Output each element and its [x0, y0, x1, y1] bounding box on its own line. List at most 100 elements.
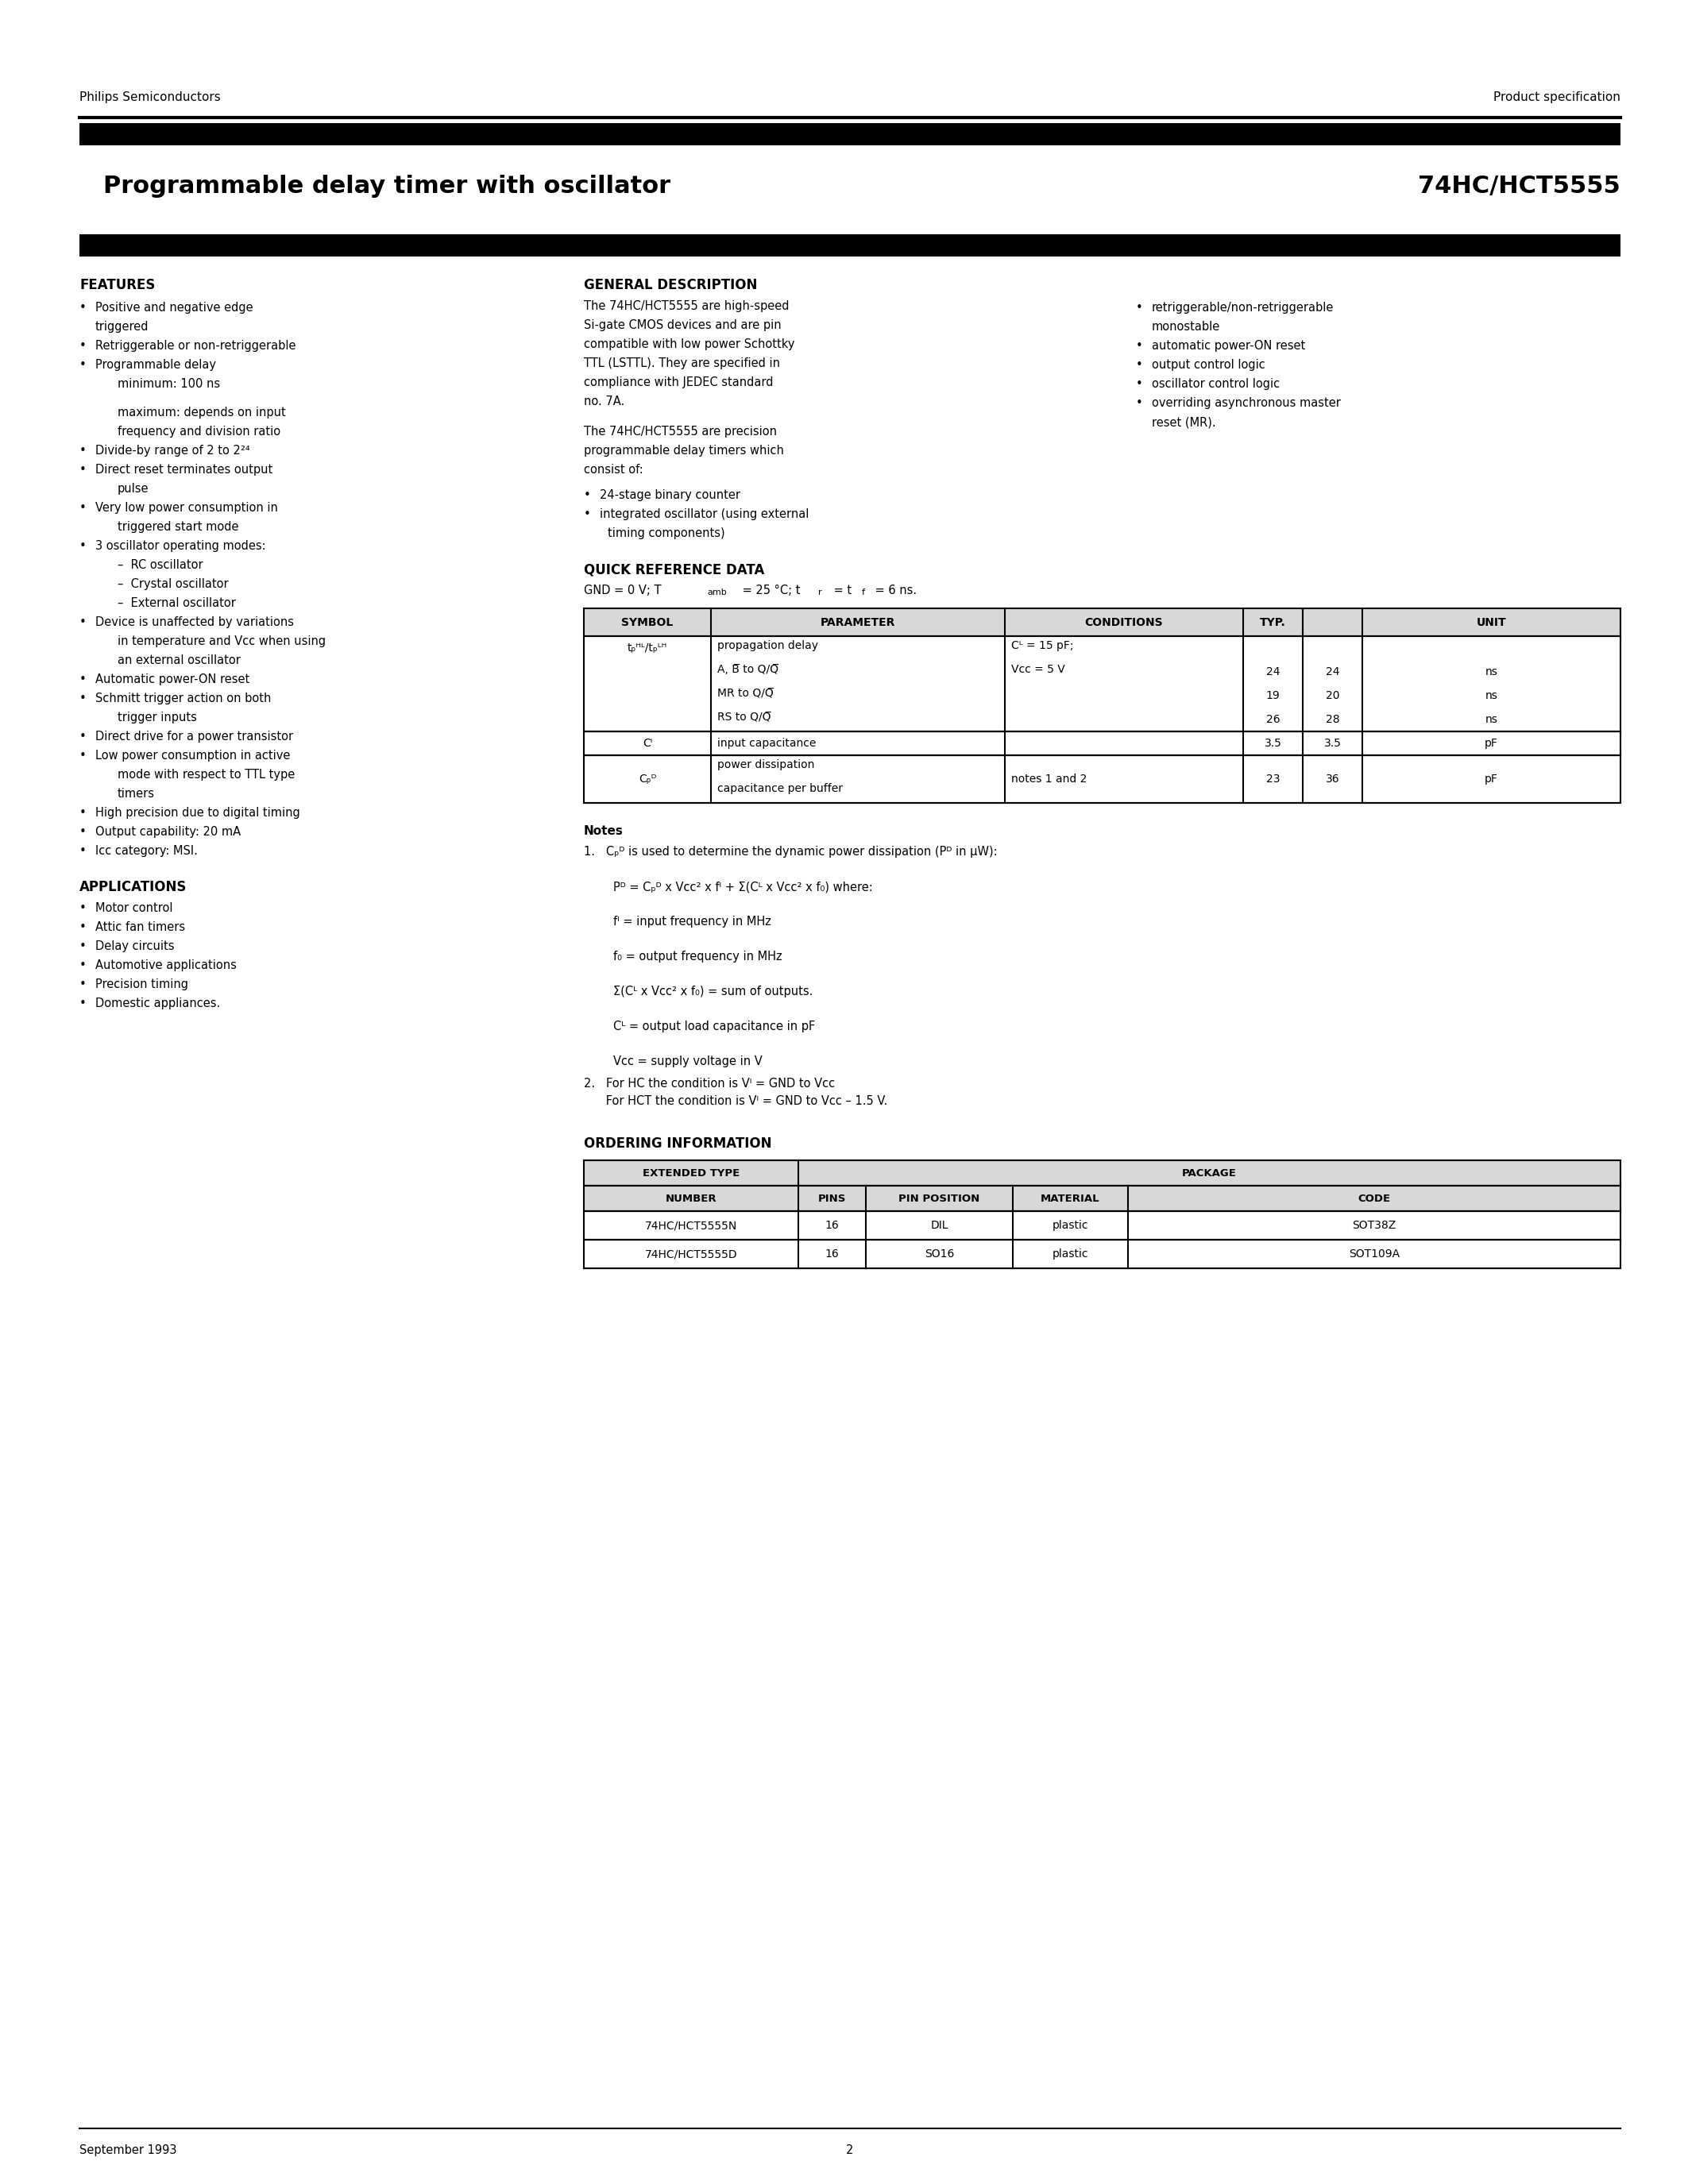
Text: Vᴄᴄ = 5 V: Vᴄᴄ = 5 V [1011, 664, 1065, 675]
Text: automatic power-ON reset: automatic power-ON reset [1151, 341, 1305, 352]
Text: ns: ns [1485, 666, 1497, 677]
Text: 24: 24 [1266, 666, 1280, 677]
Bar [584, 1160, 1620, 1186]
Text: 36: 36 [1325, 773, 1340, 784]
Text: SOT109A: SOT109A [1349, 1249, 1399, 1260]
Text: APPLICATIONS: APPLICATIONS [79, 880, 187, 893]
Text: tₚᴴᴸ/tₚᴸᴴ: tₚᴴᴸ/tₚᴸᴴ [628, 642, 667, 653]
Text: A, B̅ to Q/Q̅: A, B̅ to Q/Q̅ [717, 664, 778, 675]
Text: Si-gate CMOS devices and are pin: Si-gate CMOS devices and are pin [584, 319, 782, 332]
Text: Output capability: 20 mA: Output capability: 20 mA [95, 826, 241, 839]
Text: SYMBOL: SYMBOL [621, 616, 674, 627]
Text: = 25 °C; t: = 25 °C; t [739, 585, 800, 596]
Text: –  Crystal oscillator: – Crystal oscillator [118, 579, 228, 590]
Text: •: • [79, 826, 86, 839]
Text: programmable delay timers which: programmable delay timers which [584, 446, 783, 456]
Text: •: • [79, 463, 86, 476]
Text: PIN POSITION: PIN POSITION [898, 1192, 981, 1203]
Text: Cᴵ: Cᴵ [643, 738, 652, 749]
Text: September 1993: September 1993 [79, 2145, 177, 2156]
Text: Schmitt trigger action on both: Schmitt trigger action on both [95, 692, 272, 705]
Text: 20: 20 [1325, 690, 1340, 701]
Text: Σ(Cᴸ x Vᴄᴄ² x f₀) = sum of outputs.: Σ(Cᴸ x Vᴄᴄ² x f₀) = sum of outputs. [584, 985, 814, 998]
Bar [584, 1160, 1620, 1186]
Text: minimum: 100 ns: minimum: 100 ns [118, 378, 219, 391]
Text: 28: 28 [1325, 714, 1340, 725]
Text: •: • [584, 489, 591, 500]
Text: 16: 16 [825, 1249, 839, 1260]
Text: Programmable delay timer with oscillator: Programmable delay timer with oscillator [103, 175, 670, 199]
Text: Cₚᴰ: Cₚᴰ [638, 773, 657, 784]
Text: Product specification: Product specification [1494, 92, 1620, 103]
Text: compliance with JEDEC standard: compliance with JEDEC standard [584, 376, 773, 389]
Text: High precision due to digital timing: High precision due to digital timing [95, 806, 300, 819]
Text: CODE: CODE [1357, 1192, 1391, 1203]
Text: SO16: SO16 [925, 1249, 954, 1260]
Text: r: r [819, 587, 822, 596]
Text: 26: 26 [1266, 714, 1280, 725]
Text: •: • [79, 749, 86, 762]
Text: consist of:: consist of: [584, 463, 643, 476]
Bar [584, 636, 1620, 732]
Text: 3 oscillator operating modes:: 3 oscillator operating modes: [95, 539, 265, 553]
Text: Cᴸ = output load capacitance in pF: Cᴸ = output load capacitance in pF [584, 1020, 815, 1033]
Text: f: f [863, 587, 864, 596]
Text: ns: ns [1485, 690, 1497, 701]
Text: amb: amb [707, 587, 726, 596]
Text: •: • [79, 692, 86, 705]
Text: notes 1 and 2: notes 1 and 2 [1011, 773, 1087, 784]
Text: Direct drive for a power transistor: Direct drive for a power transistor [95, 732, 294, 743]
Text: RS to Q/Q̅: RS to Q/Q̅ [717, 712, 771, 723]
Text: The 74HC/HCT5555 are precision: The 74HC/HCT5555 are precision [584, 426, 776, 437]
Text: frequency and division ratio: frequency and division ratio [118, 426, 280, 437]
Bar [584, 1212, 1620, 1241]
Text: 74HC/HCT5555: 74HC/HCT5555 [1418, 175, 1620, 199]
Text: •: • [79, 539, 86, 553]
Text: •: • [584, 509, 591, 520]
Text: •: • [79, 959, 86, 972]
Text: triggered: triggered [95, 321, 149, 332]
Text: Device is unaffected by variations: Device is unaffected by variations [95, 616, 294, 629]
Text: 2: 2 [846, 2145, 854, 2156]
Bar [79, 234, 1620, 256]
Text: ORDERING INFORMATION: ORDERING INFORMATION [584, 1136, 771, 1151]
Text: •: • [79, 341, 86, 352]
Text: Motor control: Motor control [95, 902, 172, 915]
Text: MATERIAL: MATERIAL [1041, 1192, 1101, 1203]
Text: timing components): timing components) [608, 526, 724, 539]
Text: Positive and negative edge: Positive and negative edge [95, 301, 253, 314]
Text: TYP.: TYP. [1259, 616, 1286, 627]
Text: Low power consumption in active: Low power consumption in active [95, 749, 290, 762]
Text: GENERAL DESCRIPTION: GENERAL DESCRIPTION [584, 277, 758, 293]
Text: maximum: depends on input: maximum: depends on input [118, 406, 285, 419]
Bar [584, 732, 1620, 756]
Bar [584, 609, 1620, 636]
Text: timers: timers [118, 788, 155, 799]
Text: Philips Semiconductors: Philips Semiconductors [79, 92, 221, 103]
Text: Precision timing: Precision timing [95, 978, 189, 989]
Text: fᴵ = input frequency in MHz: fᴵ = input frequency in MHz [584, 915, 771, 928]
Text: NUMBER: NUMBER [665, 1192, 717, 1203]
Text: trigger inputs: trigger inputs [118, 712, 197, 723]
Text: Notes: Notes [584, 826, 623, 836]
Text: an external oscillator: an external oscillator [118, 655, 241, 666]
Text: FEATURES: FEATURES [79, 277, 155, 293]
Text: propagation delay: propagation delay [717, 640, 819, 651]
Text: = t: = t [830, 585, 852, 596]
Text: GND = 0 V; T: GND = 0 V; T [584, 585, 662, 596]
Text: ns: ns [1485, 714, 1497, 725]
Text: 24-stage binary counter: 24-stage binary counter [599, 489, 741, 500]
Text: reset (MR).: reset (MR). [1151, 417, 1215, 428]
Text: •: • [1136, 358, 1143, 371]
Text: –  RC oscillator: – RC oscillator [118, 559, 203, 570]
Text: •: • [79, 301, 86, 314]
Text: •: • [79, 902, 86, 915]
Text: •: • [79, 673, 86, 686]
Bar [584, 1186, 1620, 1212]
Text: oscillator control logic: oscillator control logic [1151, 378, 1280, 391]
Text: Cᴸ = 15 pF;: Cᴸ = 15 pF; [1011, 640, 1074, 651]
Text: The 74HC/HCT5555 are high-speed: The 74HC/HCT5555 are high-speed [584, 299, 790, 312]
Text: triggered start mode: triggered start mode [118, 522, 238, 533]
Text: in temperature and Vᴄᴄ when using: in temperature and Vᴄᴄ when using [118, 636, 326, 646]
Text: •: • [79, 922, 86, 933]
